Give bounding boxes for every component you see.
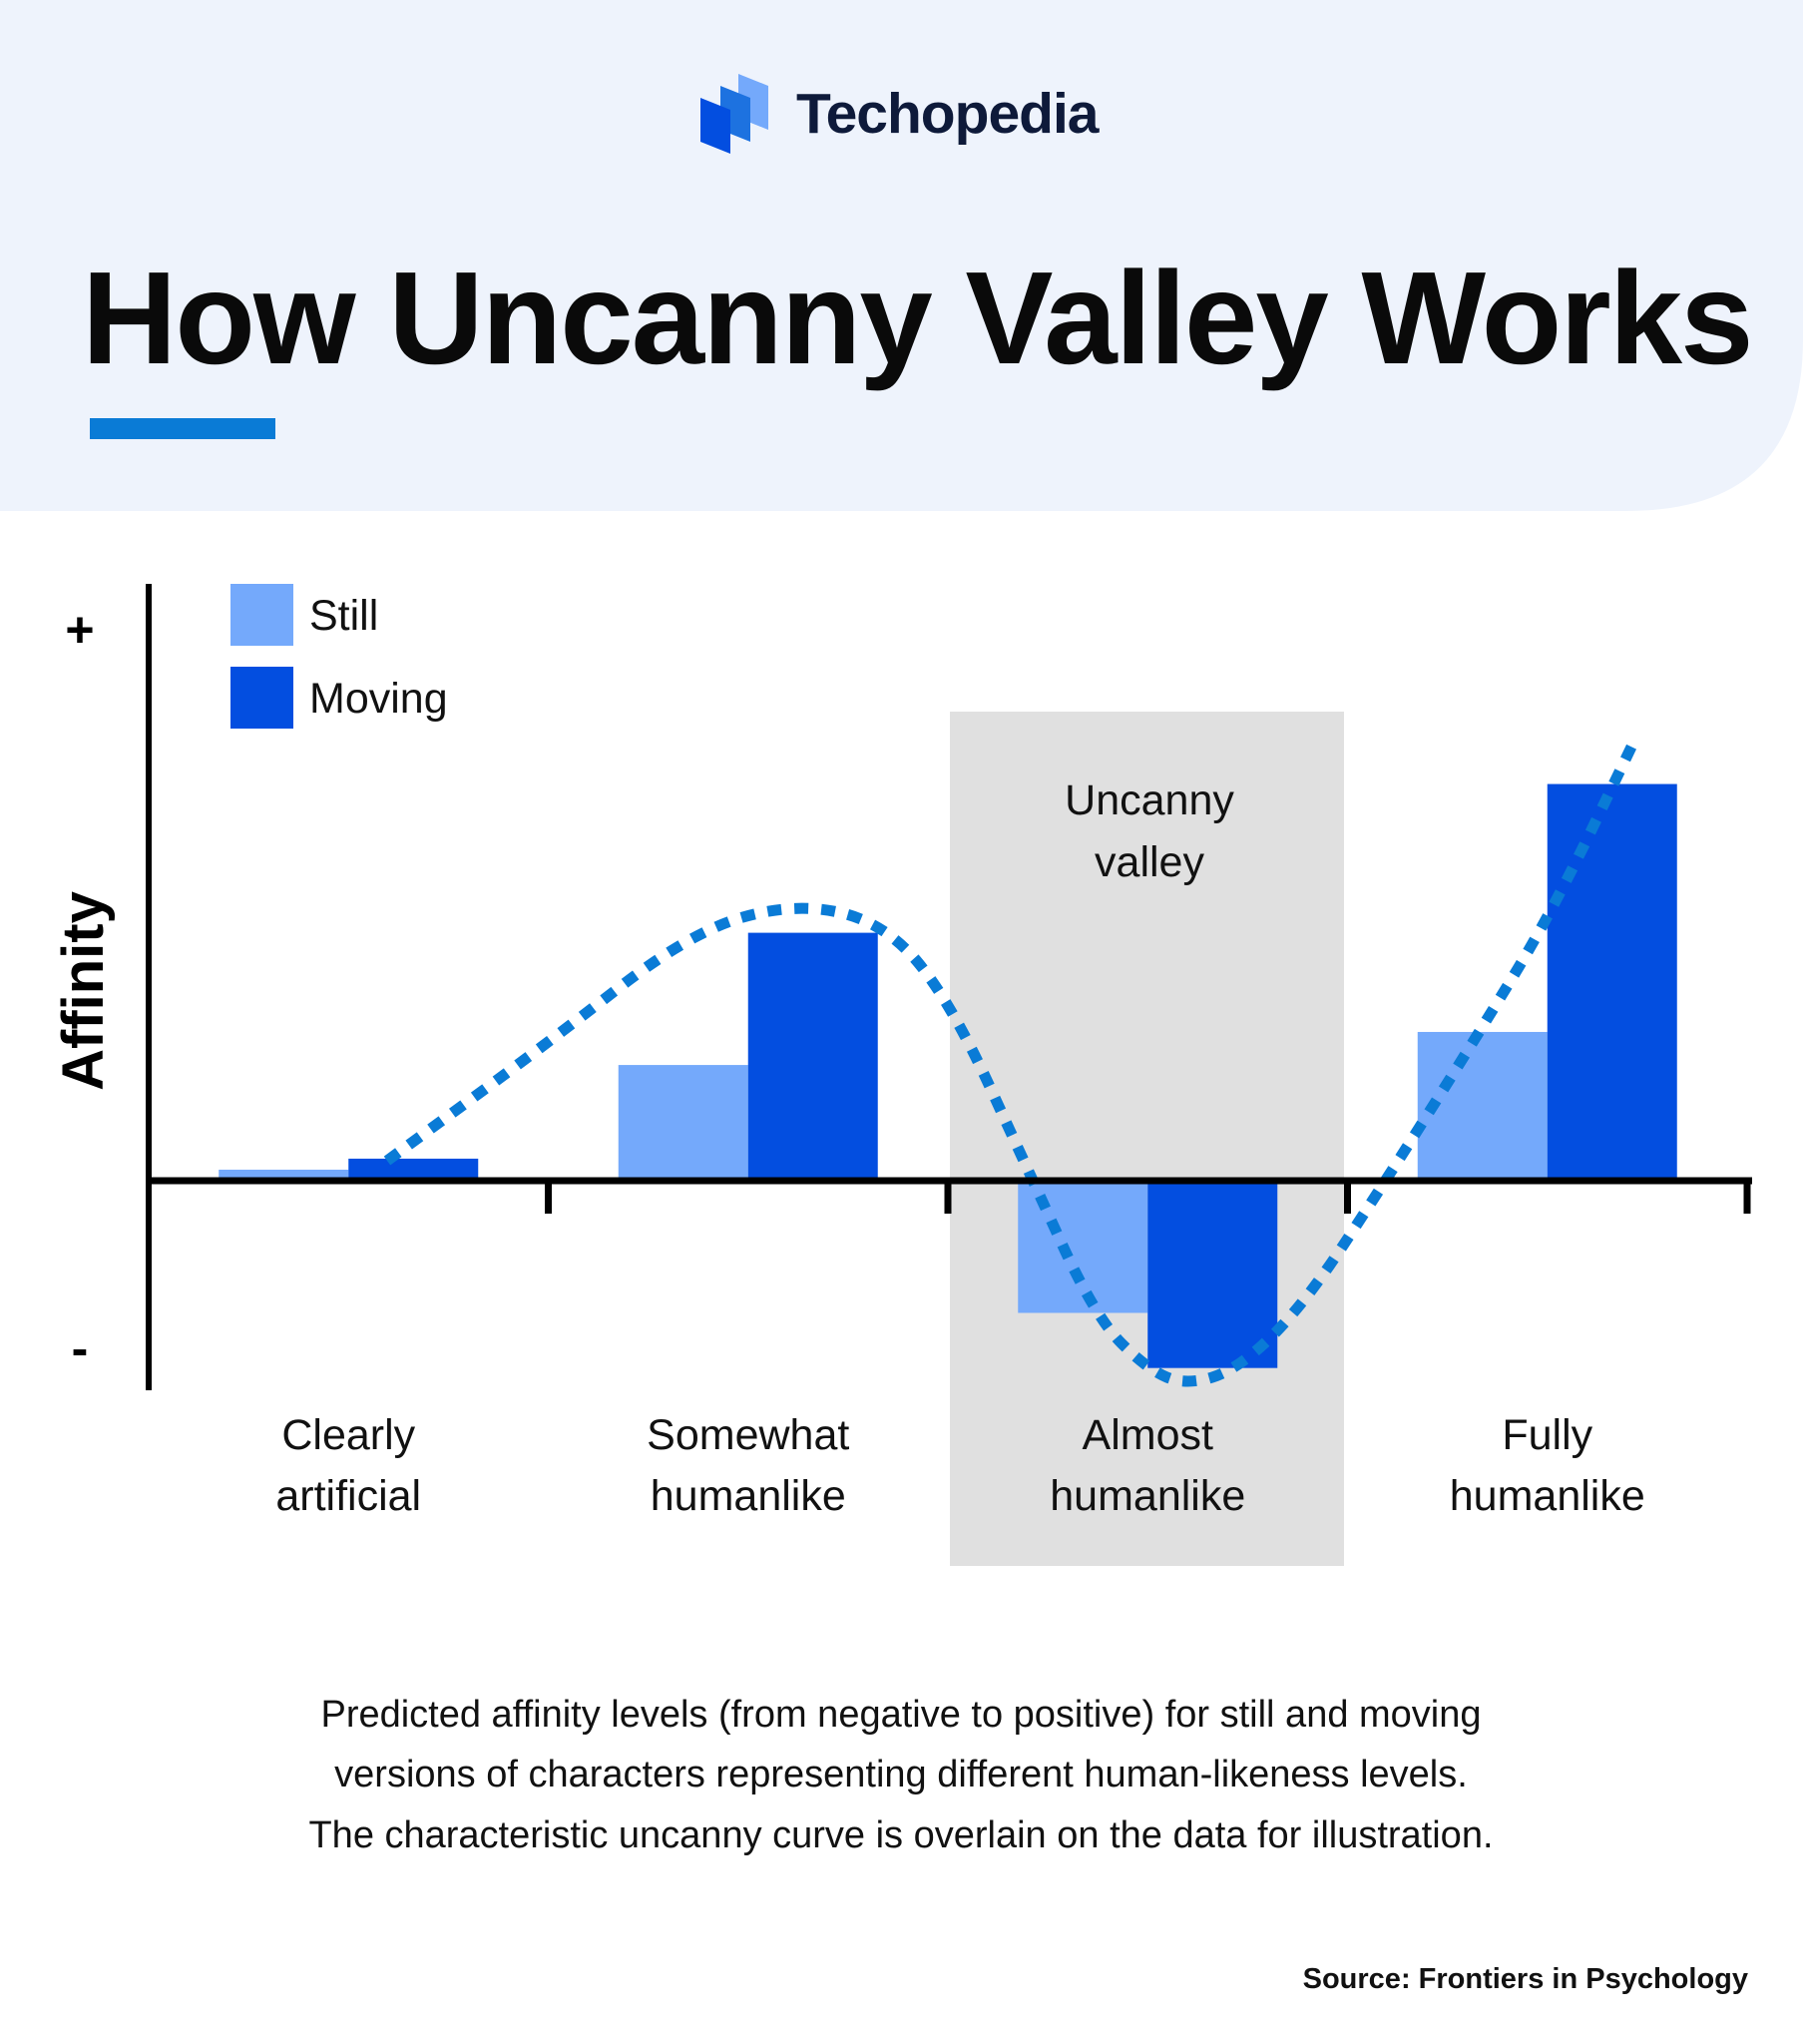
legend-swatch-still — [230, 584, 293, 646]
category-label: Clearly — [281, 1411, 415, 1459]
source-note: Source: Frontiers in Psychology — [1303, 1963, 1748, 1995]
legend-label-still: Still — [309, 592, 378, 640]
page-title: How Uncanny Valley Works — [82, 245, 1751, 391]
bar-still-1 — [618, 1065, 748, 1181]
chart: Uncanny valley + - Affinity Still Moving… — [51, 584, 1752, 1566]
bar-moving-2 — [1147, 1181, 1278, 1368]
uncanny-curve — [383, 734, 1641, 1387]
category-label: artificial — [275, 1472, 421, 1520]
title-underline — [90, 418, 275, 439]
category-label: humanlike — [651, 1472, 846, 1520]
header-background — [0, 0, 1803, 511]
category-label: Almost — [1083, 1411, 1213, 1459]
caption-line-1: Predicted affinity levels (from negative… — [320, 1694, 1481, 1736]
bar-moving-3 — [1547, 783, 1677, 1181]
techopedia-logo: Techopedia — [700, 74, 1102, 154]
bar-still-0 — [219, 1169, 349, 1181]
bar-moving-1 — [747, 932, 878, 1181]
bar-still-3 — [1417, 1031, 1548, 1181]
y-axis-label: Affinity — [51, 891, 116, 1091]
uncanny-valley-band — [950, 712, 1344, 1566]
y-axis-minus: - — [72, 1320, 89, 1376]
logo-mark-front — [700, 98, 730, 154]
category-label: Fully — [1502, 1411, 1592, 1459]
band-label-line2: valley — [1095, 838, 1204, 886]
legend-swatch-moving — [230, 667, 293, 729]
caption-line-3: The characteristic uncanny curve is over… — [308, 1814, 1493, 1856]
caption-line-2: versions of characters representing diff… — [334, 1754, 1468, 1795]
bar-moving-0 — [348, 1158, 479, 1181]
category-label: humanlike — [1050, 1472, 1245, 1520]
legend-label-moving: Moving — [309, 675, 448, 723]
y-axis-plus: + — [65, 602, 94, 658]
category-label: humanlike — [1450, 1472, 1645, 1520]
category-label: Somewhat — [647, 1411, 849, 1459]
band-label-line1: Uncanny — [1065, 776, 1234, 824]
brand-name: Techopedia — [796, 82, 1101, 146]
